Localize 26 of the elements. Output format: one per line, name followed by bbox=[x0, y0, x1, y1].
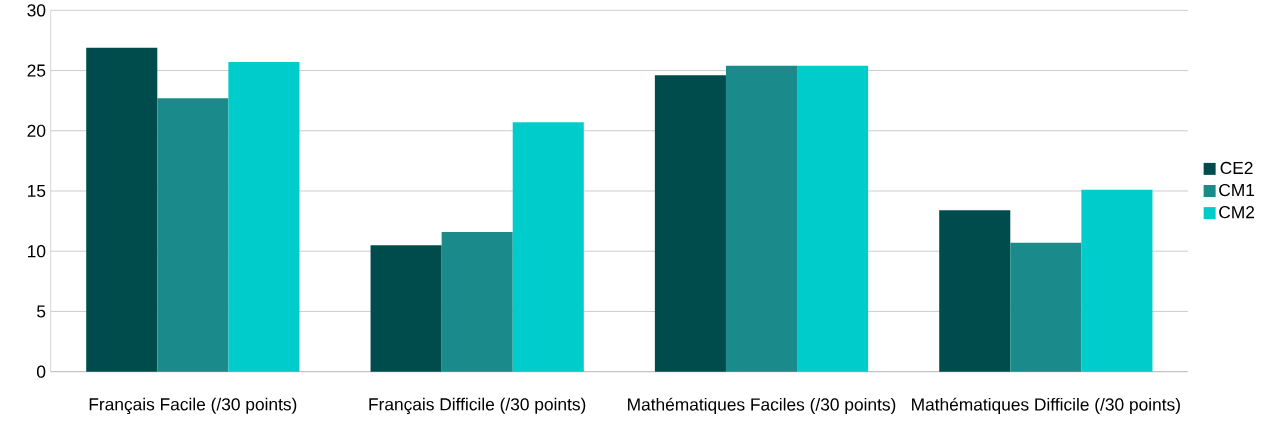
y-tick-label: 30 bbox=[27, 4, 46, 17]
x-tick-label: Mathématiques Difficile (/30 points) bbox=[912, 397, 1180, 415]
legend-label: CE2 bbox=[1220, 161, 1253, 175]
bar bbox=[228, 62, 300, 372]
bar bbox=[86, 47, 158, 372]
bar bbox=[1081, 189, 1153, 372]
bar bbox=[157, 98, 229, 372]
bar bbox=[797, 65, 869, 372]
bar bbox=[512, 122, 584, 372]
legend-label: CM2 bbox=[1219, 206, 1255, 219]
y-tick-label: 25 bbox=[27, 64, 46, 77]
bar bbox=[939, 210, 1011, 372]
bar bbox=[654, 75, 726, 372]
y-tick-label: 0 bbox=[37, 365, 46, 378]
y-tick-label: 20 bbox=[27, 124, 46, 137]
bar bbox=[1010, 242, 1082, 372]
y-tick-label: 10 bbox=[28, 245, 46, 258]
x-tick-label: Mathématiques Faciles (/30 points) bbox=[628, 397, 896, 415]
x-tick-label: Français Difficile (/30 points) bbox=[369, 397, 586, 414]
x-tick-label: Français Facile (/30 points) bbox=[89, 397, 297, 414]
y-tick-label: 5 bbox=[37, 305, 46, 318]
bar bbox=[725, 65, 798, 372]
bar bbox=[441, 231, 513, 372]
bar bbox=[370, 245, 442, 372]
legend-label: CM1 bbox=[1219, 183, 1255, 197]
y-tick-label: 15 bbox=[28, 184, 46, 198]
